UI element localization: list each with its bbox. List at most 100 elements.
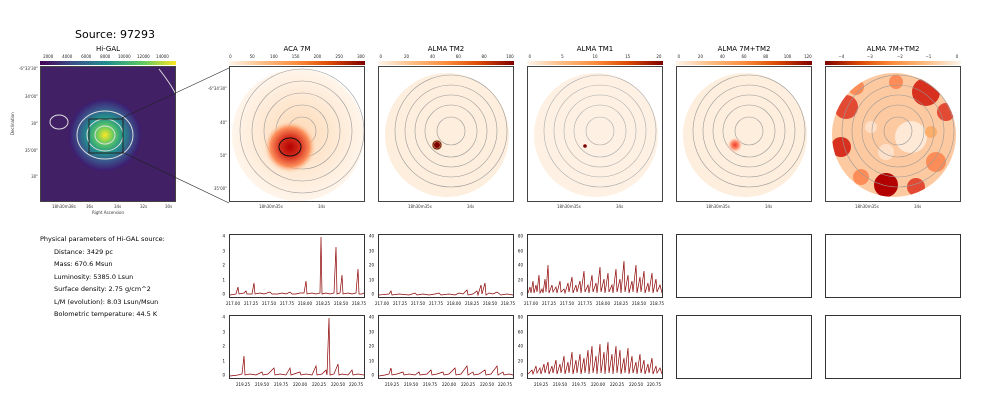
y-tick: 34'00"	[24, 94, 38, 99]
spectrum-almatm2-yticks-2: 40 30 20 10 0	[354, 315, 376, 379]
x-tick: 217.50	[411, 301, 425, 306]
y-tick: 0	[371, 291, 374, 297]
x-tick: 218.25	[465, 301, 479, 306]
x-tick: 218.25	[614, 301, 628, 306]
x-tick: 219.75	[274, 382, 288, 387]
alma7mtm2b-map	[832, 73, 956, 197]
y-tick: 0	[520, 372, 523, 378]
y-tick: -6°34'30"	[207, 86, 227, 91]
aca7m-yticks: -6°34'30" 40" 50" 35'00"	[196, 66, 227, 202]
cbar-tick: 60	[455, 54, 461, 59]
source-parameters: Physical parameters of Hi-GAL source: Di…	[40, 233, 165, 321]
cbar-tick: 12000	[136, 54, 150, 59]
spectrum-line	[378, 282, 514, 297]
alma7mtm2-title: ALMA 7M+TM2	[717, 45, 771, 53]
x-tick: 217.50	[560, 301, 574, 306]
spectrum-almatm1-yticks-1: 80 60 40 20 0	[503, 234, 525, 298]
x-tick: 34s	[467, 204, 475, 209]
y-tick: 0	[520, 291, 523, 297]
aca7m-title: ACA 7M	[283, 45, 311, 53]
params-header: Physical parameters of Hi-GAL source:	[40, 235, 165, 243]
x-tick: 18h30m38s	[52, 204, 76, 209]
aca7m-colorbar	[229, 61, 365, 65]
cbar-tick: 100	[270, 54, 278, 59]
almatm1-image	[527, 66, 663, 202]
spectrum-line	[229, 236, 365, 296]
aca7m-xticks: 18h30m35s 34s	[229, 204, 365, 210]
x-tick: 219.75	[423, 382, 437, 387]
spectrum-line	[229, 317, 365, 377]
spectrum-almatm1-yticks-2: 80 60 40 20 0	[503, 315, 525, 379]
almatm2-title: ALMA TM2	[427, 45, 465, 53]
x-tick: 32s	[140, 204, 148, 209]
cbar-tick: 100	[506, 54, 514, 59]
x-tick: 217.50	[262, 301, 276, 306]
x-tick: 218.50	[483, 301, 497, 306]
x-tick: 34s	[914, 204, 922, 209]
x-tick: 218.50	[334, 301, 348, 306]
x-tick: 219.50	[404, 382, 418, 387]
y-tick: 0	[222, 291, 225, 297]
x-tick: 30s	[165, 204, 173, 209]
x-tick: 218.75	[650, 301, 664, 306]
y-tick: -6°33'30"	[18, 66, 38, 71]
y-tick: 4	[222, 314, 225, 320]
cbar-tick: 50	[249, 54, 255, 59]
cbar-tick: 6000	[81, 54, 92, 59]
cbar-tick: 8000	[100, 54, 111, 59]
higal-yticks: -6°33'30" 34'00" 30" 35'00" 30"	[6, 66, 38, 202]
y-tick: 40	[368, 233, 374, 239]
x-tick: 219.50	[255, 382, 269, 387]
y-tick: 2	[222, 262, 225, 268]
spectrum-aca7m-yticks-2: 4 3 2 1 0	[205, 315, 227, 379]
x-tick: 220.50	[629, 382, 643, 387]
y-tick: 0	[222, 372, 225, 378]
higal-colorbar	[40, 61, 176, 65]
y-tick: 30	[368, 329, 374, 335]
cbar-tick: −1	[925, 54, 932, 59]
spectrum-row1-xticks-a: 217.00 217.25 217.50 217.75 218.00 218.2…	[226, 301, 366, 307]
spectrum-empty-3	[676, 315, 812, 379]
x-tick: 217.00	[375, 301, 389, 306]
spectrum-line	[378, 365, 514, 377]
x-tick: 217.25	[393, 301, 407, 306]
cbar-tick: 250	[335, 54, 343, 59]
spectrum-aca7m-yticks-1: 4 3 2 1 0	[205, 234, 227, 298]
cbar-tick: 5	[561, 54, 564, 59]
y-tick: 50"	[220, 153, 227, 158]
almatm2-image	[378, 66, 514, 202]
y-tick: 40"	[220, 120, 227, 125]
y-tick: 3	[222, 329, 225, 335]
aca7m-colorbar-ticks: 0 50 100 150 200 250 300	[229, 54, 365, 60]
spectrum-row2-xticks-a: 219.25 219.50 219.75 220.00 220.25 220.5…	[229, 382, 365, 388]
y-tick: 1	[222, 277, 225, 283]
x-tick: 220.25	[312, 382, 326, 387]
cbar-tick: 20	[697, 54, 704, 59]
y-tick: 35'00"	[24, 148, 38, 153]
x-tick: 219.25	[236, 382, 250, 387]
alma7mtm2b-xticks: 18h30m35s 34s	[825, 204, 961, 210]
x-tick: 220.25	[461, 382, 475, 387]
x-tick: 220.25	[610, 382, 624, 387]
spectrum-row1-xticks-b: 217.00 217.25 217.50 217.75 218.00 218.2…	[375, 301, 515, 307]
alma7mtm2-xticks: 18h30m35s 34s	[676, 204, 812, 210]
cbar-tick: −3	[866, 54, 873, 59]
cbar-tick: 0	[955, 54, 959, 59]
x-tick: 217.75	[578, 301, 592, 306]
cbar-tick: 60	[741, 54, 747, 59]
cbar-tick: 200	[313, 54, 322, 59]
y-tick: 60	[517, 248, 523, 254]
higal-colorbar-ticks: 2000 4000 6000 8000 10000 12000 14000	[40, 54, 176, 60]
cbar-tick: 15	[625, 54, 631, 59]
cbar-tick: 40	[719, 54, 725, 59]
cbar-tick: 100	[783, 54, 792, 59]
x-tick: 220.00	[293, 382, 307, 387]
param-distance: Distance: 3429 pc	[54, 247, 113, 256]
y-tick: 30"	[31, 174, 38, 179]
y-tick: 20	[517, 358, 523, 364]
spectrum-row2-xticks-c: 219.25 219.50 219.75 220.00 220.25 220.5…	[527, 382, 663, 388]
alma7mtm2-map	[683, 73, 807, 197]
higal-xticks: 18h30m38s 36s 34s 32s 30s	[40, 204, 176, 210]
y-tick: 80	[517, 314, 523, 320]
x-tick: 220.50	[480, 382, 494, 387]
